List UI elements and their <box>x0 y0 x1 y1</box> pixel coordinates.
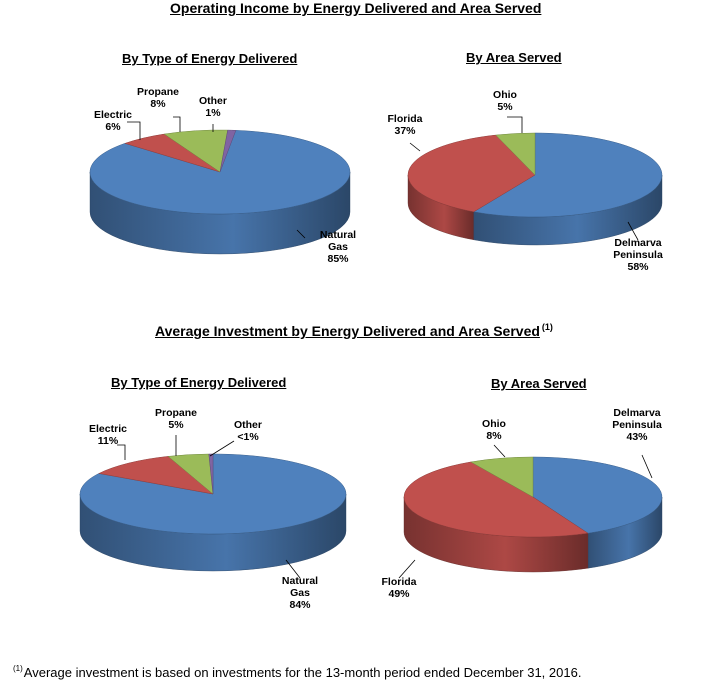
section1-title-text: Operating Income by Energy Delivered and… <box>170 0 542 16</box>
leader-line <box>127 121 141 140</box>
footnote: (1)Average investment is based on invest… <box>13 664 581 680</box>
pie-slice-electric <box>98 456 214 495</box>
pie-slice-other <box>219 129 237 173</box>
leader-line <box>285 559 301 579</box>
slice-name-label: Other <box>199 95 227 107</box>
slice-percent-label: 43% <box>626 431 648 443</box>
slice-name-label: Propane <box>137 86 179 98</box>
slice-percent-label: 8% <box>486 430 502 442</box>
leader-line <box>493 444 506 458</box>
leader-line <box>507 116 523 133</box>
chart4-title: By Area Served <box>491 376 587 391</box>
slice-name-label: Delmarva <box>613 407 660 419</box>
slice-name-label: Gas <box>290 587 310 599</box>
slice-name-label: Delmarva <box>614 237 661 249</box>
chart3-title: By Type of Energy Delivered <box>111 375 287 390</box>
leader-line <box>296 229 306 239</box>
section2-title: Average Investment by Energy Delivered a… <box>155 322 553 339</box>
pie-slice-florida <box>407 134 536 213</box>
section2-title-text: Average Investment by Energy Delivered a… <box>155 323 540 339</box>
chart1-title: By Type of Energy Delivered <box>122 51 298 66</box>
slice-percent-label: 8% <box>150 98 166 110</box>
pie-slice-delmarva-peninsula <box>532 456 663 534</box>
section1-title: Operating Income by Energy Delivered and… <box>170 0 541 16</box>
slice-percent-label: 84% <box>289 599 311 611</box>
leader-line <box>409 142 421 152</box>
leader-line <box>627 221 639 241</box>
section2-title-note: (1) <box>541 322 553 332</box>
slice-percent-label: 37% <box>394 125 416 137</box>
slice-percent-label: 85% <box>327 253 349 265</box>
slice-name-label: Natural <box>320 229 356 241</box>
slice-name-label: Ohio <box>493 89 517 101</box>
slice-name-label: Electric <box>94 109 132 121</box>
slice-name-label: Peninsula <box>613 249 663 261</box>
leader-line <box>398 559 416 579</box>
slice-percent-label: 6% <box>105 121 121 133</box>
leader-line <box>117 444 126 460</box>
leader-line <box>209 440 235 457</box>
chart2-title: By Area Served <box>466 50 562 65</box>
slice-percent-label: <1% <box>237 431 259 443</box>
footnote-text: Average investment is based on investmen… <box>23 665 582 680</box>
footnote-marker: (1) <box>13 664 23 673</box>
slice-percent-label: 1% <box>205 107 221 119</box>
slice-name-label: Florida <box>387 113 422 125</box>
slice-name-label: Florida <box>381 576 416 588</box>
slice-name-label: Peninsula <box>612 419 662 431</box>
slice-name-label: Propane <box>155 407 197 419</box>
slice-name-label: Gas <box>328 241 348 253</box>
slice-percent-label: 5% <box>168 419 184 431</box>
slice-percent-label: 11% <box>98 435 119 447</box>
pie-slice-florida <box>403 461 589 538</box>
pie-slice-ohio <box>495 132 536 176</box>
pie-slice-delmarva-peninsula <box>473 132 663 218</box>
slice-percent-label: 49% <box>388 588 410 600</box>
slice-percent-label: 58% <box>627 261 649 273</box>
pie-slice-ohio <box>470 456 534 498</box>
slice-percent-label: 5% <box>497 101 513 113</box>
slice-name-label: Other <box>234 419 262 431</box>
slice-name-label: Electric <box>89 423 127 435</box>
slice-name-label: Natural <box>282 575 318 587</box>
slice-name-label: Ohio <box>482 418 506 430</box>
leader-line <box>641 454 653 479</box>
leader-line <box>173 116 181 132</box>
